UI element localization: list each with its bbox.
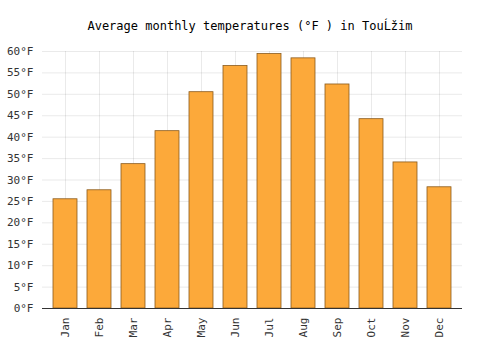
svg-text:Jul: Jul: [263, 318, 276, 338]
html-text:Average monthly temperatures (: Average monthly temperatures (°F ) in To…: [87, 19, 413, 33]
svg-text:15°F: 15°F: [7, 238, 34, 251]
svg-text:60°F: 60°F: [7, 45, 34, 58]
svg-text:Oct: Oct: [365, 318, 378, 338]
svg-text:30°F: 30°F: [7, 174, 34, 187]
svg-text:Nov: Nov: [399, 317, 412, 337]
svg-text:Apr: Apr: [161, 317, 174, 337]
svg-text:40°F: 40°F: [7, 131, 34, 144]
svg-text:Jan: Jan: [59, 318, 72, 338]
svg-text:5°F: 5°F: [14, 281, 34, 294]
svg-text:Mar: Mar: [127, 317, 140, 337]
svg-text:Aug: Aug: [297, 318, 310, 338]
svg-text:50°F: 50°F: [7, 88, 34, 101]
svg-text:Sep: Sep: [331, 318, 344, 338]
svg-text:May: May: [195, 317, 208, 337]
svg-text:Dec: Dec: [433, 318, 446, 338]
svg-text:0°F: 0°F: [14, 302, 34, 315]
svg-text:35°F: 35°F: [7, 152, 34, 165]
svg-text:20°F: 20°F: [7, 216, 34, 229]
svg-text:25°F: 25°F: [7, 195, 34, 208]
svg-text:Feb: Feb: [93, 318, 106, 338]
svg-text:Jun: Jun: [229, 318, 242, 338]
svg-text:55°F: 55°F: [7, 66, 34, 79]
svg-text:10°F: 10°F: [7, 259, 34, 272]
svg-text:45°F: 45°F: [7, 109, 34, 122]
